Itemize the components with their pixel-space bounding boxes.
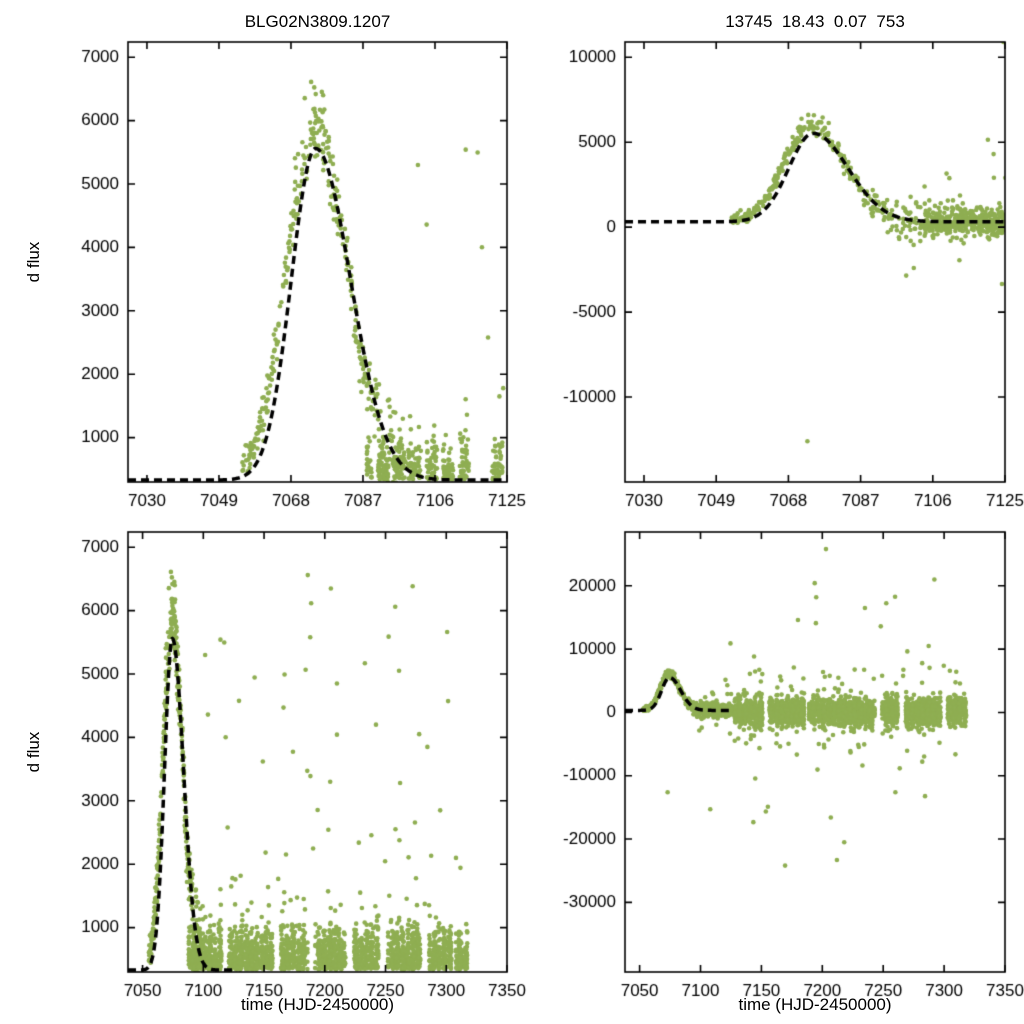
panel-title-top-left: BLG02N3809.1207 (244, 12, 391, 31)
y-axis-label-bottom-left: d flux (24, 731, 43, 773)
y-axis-label-top-left: d flux (24, 241, 43, 283)
x-axis-label-bottom-left: time (HJD-2450000) (240, 995, 395, 1014)
x-axis-label-bottom-right: time (HJD-2450000) (738, 995, 892, 1014)
panel-title-top-right: 13745 18.43 0.07 753 (725, 12, 905, 31)
